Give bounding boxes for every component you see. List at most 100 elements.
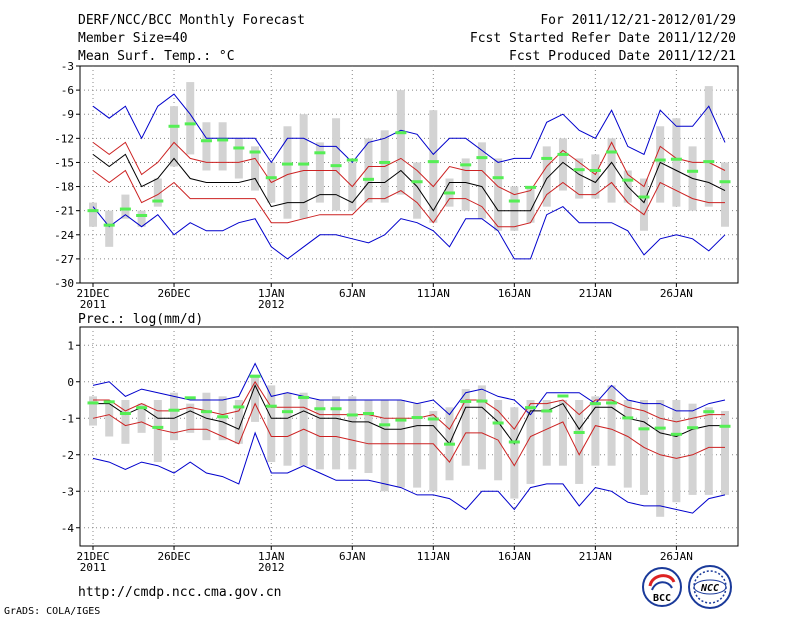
- temp-ensemble-box: [542, 146, 551, 207]
- prec-median-mark: [492, 421, 504, 425]
- temp-median-mark: [346, 158, 358, 162]
- temp-std-lower-line: [92, 169, 725, 228]
- temp-median-mark: [362, 177, 374, 181]
- temp-median-mark: [411, 180, 423, 184]
- temp-median-mark: [330, 164, 342, 168]
- prec-median-mark: [136, 406, 148, 410]
- prec-ensemble-box: [607, 385, 616, 466]
- temp-median-mark: [184, 122, 196, 126]
- prec-median-mark: [427, 417, 439, 421]
- temp-y-tick-label: -6: [61, 84, 74, 97]
- temp-y-tick-label: -24: [54, 229, 74, 242]
- bcc-logo: BCC: [642, 567, 682, 607]
- prec-ensemble-box: [380, 400, 389, 492]
- prec-median-mark: [298, 395, 310, 399]
- prec-y-tick-label: -1: [61, 412, 74, 425]
- prec-ensemble-box: [202, 392, 211, 441]
- temp-median-mark: [541, 156, 553, 160]
- temp-ensemble-box: [704, 86, 713, 207]
- prec-x-tick-label: 11JAN: [417, 550, 450, 563]
- prec-median-mark: [557, 394, 569, 398]
- temp-median-mark: [265, 176, 277, 180]
- prec-ensemble-box: [510, 407, 519, 499]
- prec-ensemble-box: [153, 400, 162, 463]
- prec-median-mark: [87, 401, 99, 405]
- prec-x-tick-label: 26DEC: [157, 550, 190, 563]
- prec-median-mark: [395, 418, 407, 422]
- prec-y-tick-label: -4: [61, 522, 75, 535]
- temp-y-tick-label: -21: [54, 205, 74, 218]
- prec-y-tick-label: 0: [67, 376, 74, 389]
- temp-y-tick-label: -27: [54, 253, 74, 266]
- temp-max-line: [92, 93, 726, 164]
- prec-median-mark: [541, 409, 553, 413]
- forecast-period-label: For 2011/12/21-2012/01/29: [540, 13, 736, 28]
- prec-median-mark: [346, 413, 358, 417]
- prec-ensemble-box: [461, 389, 470, 466]
- ncc-logo: NCC: [688, 565, 732, 609]
- temp-median-mark: [589, 168, 601, 172]
- prec-ensemble-box: [656, 400, 665, 517]
- temp-median-mark: [476, 156, 488, 160]
- temp-median-mark: [233, 146, 245, 150]
- prec-ensemble-box: [542, 400, 551, 466]
- prec-ensemble-box: [251, 374, 260, 422]
- prec-median-mark: [638, 427, 650, 431]
- temp-median-mark: [298, 162, 310, 166]
- prec-ensemble-box: [121, 400, 130, 444]
- prec-ensemble-box: [688, 403, 697, 495]
- temp-median-mark: [654, 158, 666, 162]
- prec-median-mark: [703, 410, 715, 414]
- prec-median-mark: [314, 407, 326, 411]
- temp-median-mark: [152, 199, 164, 203]
- temp-median-mark: [217, 138, 229, 142]
- prec-ensemble-box: [591, 396, 600, 466]
- prec-y-tick-label: -2: [61, 449, 74, 462]
- prec-ensemble-box: [137, 403, 146, 433]
- temp-ensemble-box: [429, 110, 438, 223]
- prec-y-tick-label: -3: [61, 485, 74, 498]
- temp-median-mark: [249, 150, 261, 154]
- temp-ensemble-box: [494, 158, 503, 231]
- temp-ensemble-box: [639, 178, 648, 231]
- prec-median-mark: [719, 424, 731, 428]
- temp-x-tick-label: 21DEC: [76, 287, 109, 300]
- prec-median-mark: [525, 406, 537, 410]
- prec-median-mark: [476, 399, 488, 403]
- temp-ensemble-box: [656, 126, 665, 203]
- temp-median-mark: [687, 169, 699, 173]
- temp-median-mark: [168, 124, 180, 128]
- temp-x-tick-label: 16JAN: [498, 287, 531, 300]
- prec-ensemble-box: [429, 410, 438, 492]
- prec-std-upper-line: [93, 380, 725, 431]
- prec-x-tick-label: 1JAN: [258, 550, 285, 563]
- prec-std-lower-line: [92, 402, 725, 467]
- ncc-logo-text: NCC: [700, 583, 719, 594]
- temp-ensemble-box: [526, 186, 535, 223]
- temp-x-tick-label: 21JAN: [579, 287, 612, 300]
- temp-frame: [79, 65, 739, 284]
- source-url[interactable]: http://cmdp.ncc.cma.gov.cn: [78, 585, 282, 600]
- prec-ensemble-box: [315, 400, 324, 470]
- prec-ensemble-box: [105, 403, 114, 437]
- prec-median-mark: [184, 396, 196, 400]
- temp-x-tick-label: 26DEC: [157, 287, 190, 300]
- prec-x-tick-label: 6JAN: [339, 550, 366, 563]
- temp-ensemble-box: [721, 162, 729, 227]
- prec-median-mark: [233, 405, 245, 409]
- temp-std-upper-line: [92, 141, 726, 196]
- temp-median-mark: [606, 150, 618, 154]
- temp-median-mark: [103, 223, 115, 227]
- temp-ensemble-box: [413, 162, 422, 219]
- prec-median-mark: [411, 416, 423, 420]
- prec-ensemble-box: [332, 396, 341, 470]
- temp-ensemble-box: [105, 210, 114, 247]
- prec-median-mark: [460, 399, 472, 403]
- temp-y-tick-label: -12: [54, 132, 74, 145]
- temp-ensemble-box: [477, 142, 486, 219]
- prec-ensemble-box: [672, 400, 681, 503]
- bcc-logo-text: BCC: [653, 593, 671, 604]
- prec-ensemble-box: [413, 403, 422, 488]
- prec-ensemble-box: [348, 396, 357, 470]
